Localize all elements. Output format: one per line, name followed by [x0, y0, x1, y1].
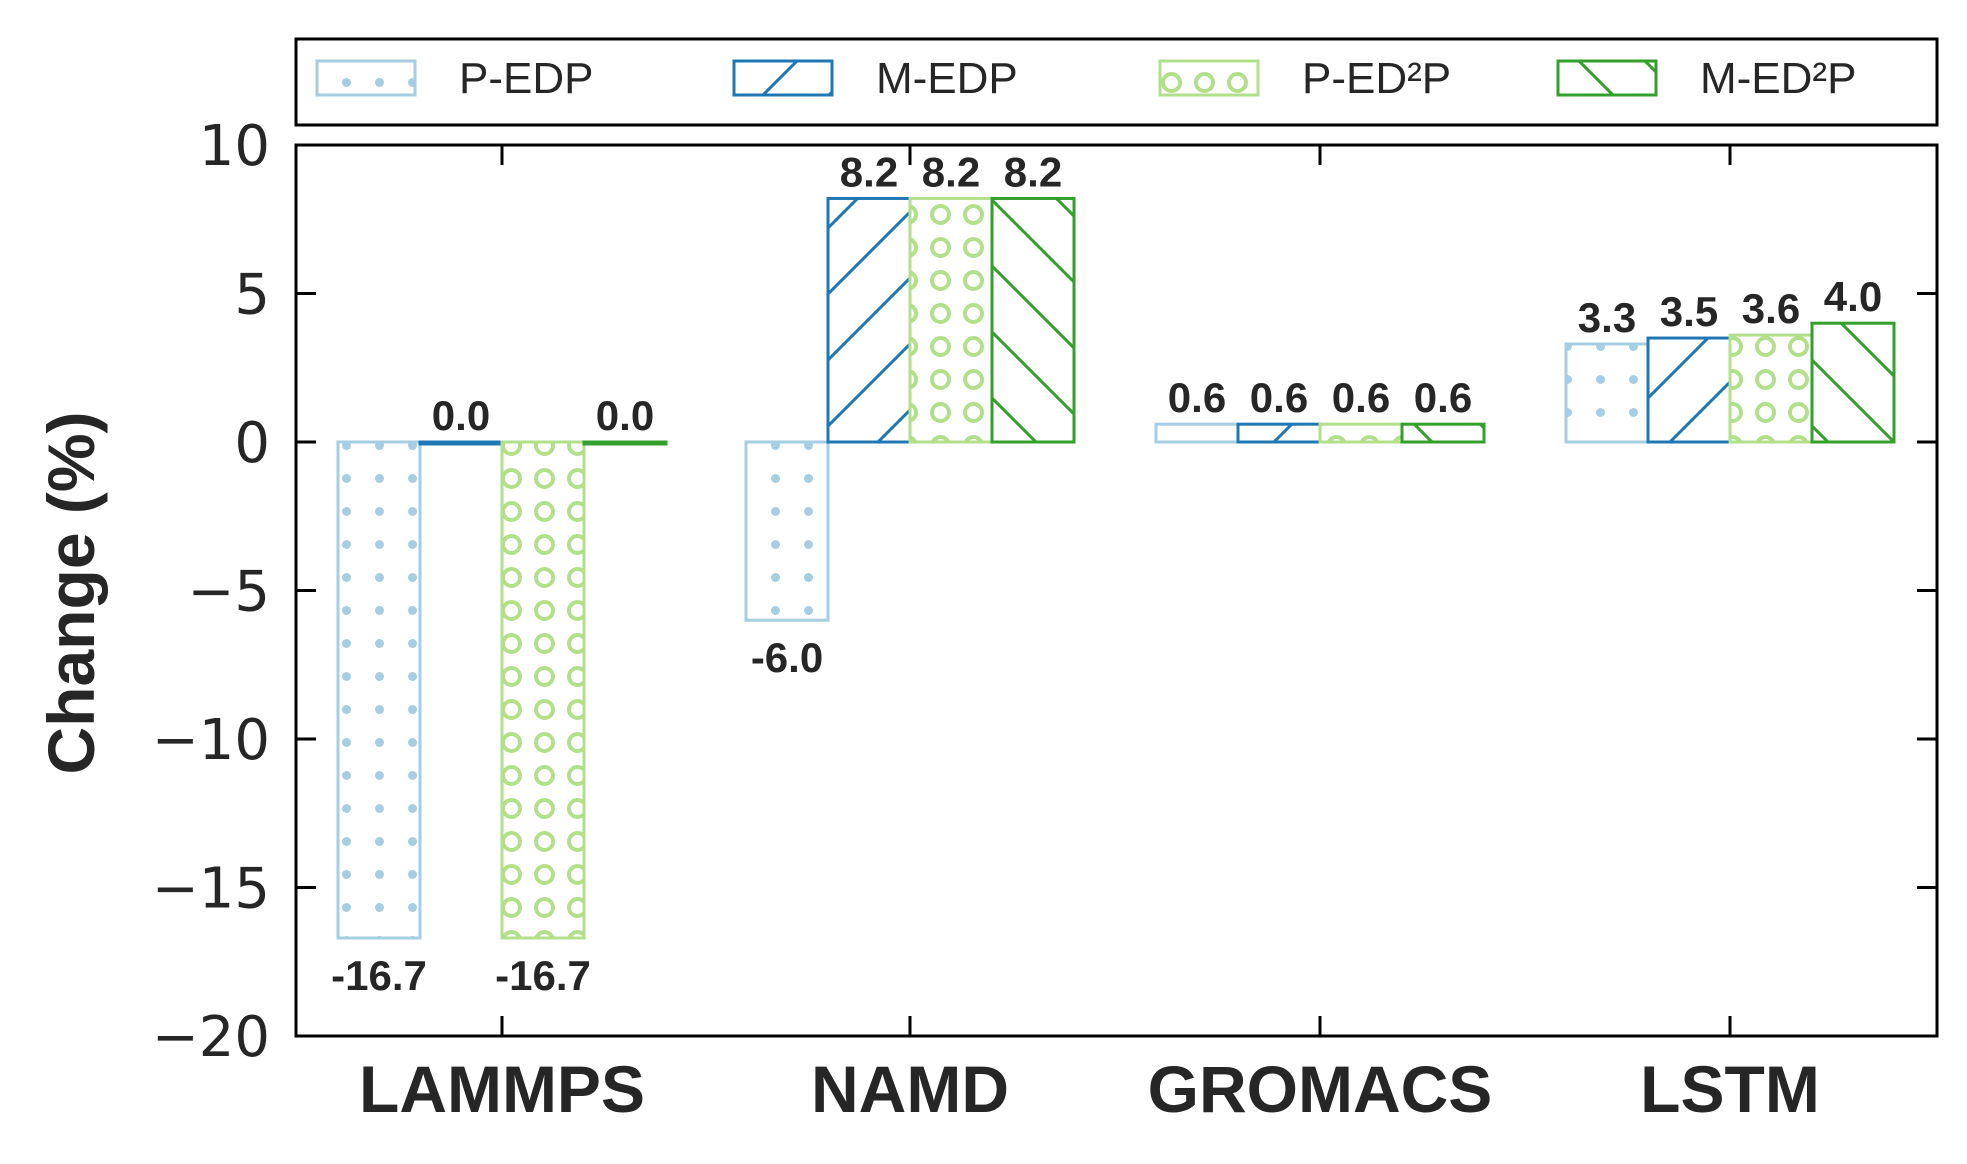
y-axis-ticks: 10 5 0 −5 −10 −15 −20: [152, 114, 1937, 1070]
bar-m-ed-p-lstm: [1810, 321, 1896, 444]
bar-p-edp-namd: [744, 440, 830, 622]
data-labels: -16.7 -6.0 0.6 3.3 0.0 8.2 0.6 3.5 -16.7 8.2 0.6 3.…: [331, 148, 1882, 999]
bar-m-edp-lstm: [1646, 336, 1732, 444]
data-label: 0.0: [432, 392, 490, 439]
data-label: 4.0: [1824, 273, 1882, 320]
bar-p-ed-p-gromacs: [1318, 422, 1404, 444]
data-label: 0.6: [1414, 374, 1472, 421]
bar-m-edp-namd: [826, 196, 912, 444]
data-label: 3.5: [1660, 288, 1718, 335]
y-tick-label: 5: [234, 263, 270, 328]
legend-swatch: [1158, 59, 1260, 97]
y-tick-label: 0: [234, 411, 270, 476]
y-tick-label: 10: [199, 114, 270, 179]
y-tick-label: −15: [152, 857, 270, 922]
y-tick-label: −20: [152, 1005, 270, 1070]
bar-p-ed-p-namd: [908, 196, 994, 444]
data-label: -6.0: [751, 634, 823, 681]
data-label: -16.7: [331, 952, 427, 999]
data-label: 8.2: [840, 148, 898, 195]
legend-swatch: [732, 59, 834, 97]
bar-p-edp-gromacs: [1154, 422, 1240, 444]
data-label: 0.6: [1168, 374, 1226, 421]
bar-m-ed-p-lammps: [582, 440, 668, 446]
data-label: 8.2: [922, 148, 980, 195]
x-tick-label: GROMACS: [1148, 1052, 1493, 1126]
x-axis-ticks: LAMMPS NAMD GROMACS LSTM: [359, 145, 1820, 1126]
legend: P-EDP M-EDP P-ED²P M-ED²P: [315, 54, 1856, 103]
data-label: 0.6: [1250, 374, 1308, 421]
data-label: 3.6: [1742, 285, 1800, 332]
legend-label: P-ED²P: [1302, 54, 1451, 103]
bars: [336, 196, 1896, 940]
bar-p-edp-lstm: [1564, 342, 1650, 444]
legend-label: M-EDP: [876, 54, 1018, 103]
bar-m-edp-lammps: [418, 440, 504, 446]
bar-m-ed-p-gromacs: [1400, 422, 1486, 444]
legend-swatch: [1556, 59, 1658, 97]
y-tick-label: −10: [152, 708, 270, 773]
legend-swatch: [315, 59, 417, 97]
bar-p-ed-p-lstm: [1728, 333, 1814, 444]
data-label: 0.0: [596, 392, 654, 439]
legend-box: [294, 37, 1939, 127]
y-tick-label: −5: [187, 560, 270, 625]
data-label: 0.6: [1332, 374, 1390, 421]
plot-frame: [294, 143, 1939, 1038]
x-tick-label: NAMD: [811, 1052, 1009, 1126]
data-label: -16.7: [495, 952, 591, 999]
legend-label: M-ED²P: [1700, 54, 1856, 103]
legend-label: P-EDP: [459, 54, 593, 103]
bar-m-ed-p-namd: [990, 196, 1076, 444]
y-axis-label: Change (%): [34, 412, 108, 775]
data-label: 3.3: [1578, 294, 1636, 341]
x-tick-label: LSTM: [1640, 1052, 1820, 1126]
bar-p-ed-p-lammps: [500, 440, 586, 940]
data-label: 8.2: [1004, 148, 1062, 195]
x-tick-label: LAMMPS: [359, 1052, 645, 1126]
bar-p-edp-lammps: [336, 440, 422, 940]
bar-m-edp-gromacs: [1236, 422, 1322, 444]
